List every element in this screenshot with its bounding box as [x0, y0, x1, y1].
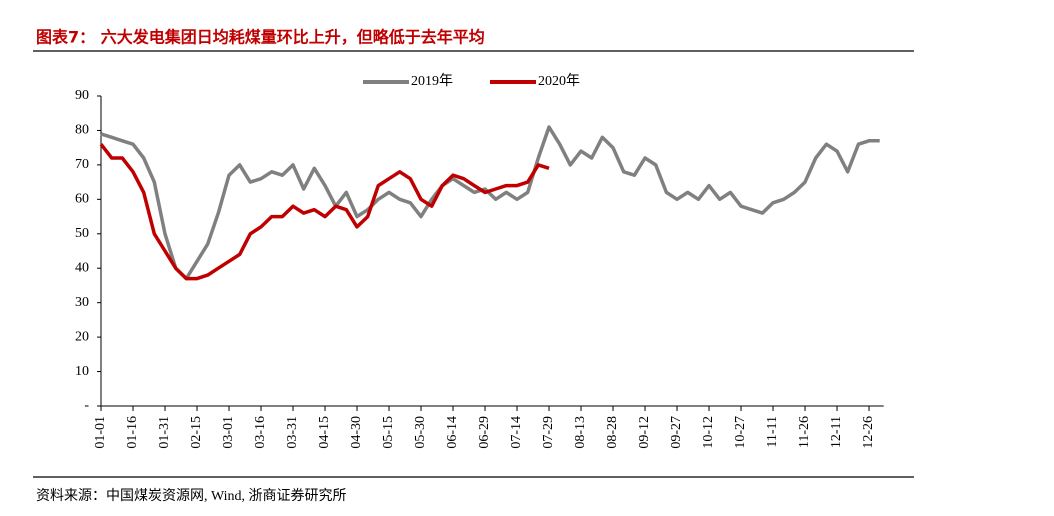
y-tick-label: 90	[75, 88, 89, 103]
x-tick-label: 10-27	[733, 416, 748, 449]
x-tick-label: 01-31	[157, 416, 172, 449]
legend-label: 2019年	[411, 73, 453, 89]
x-tick-label: 06-14	[445, 416, 460, 449]
x-tick-label: 09-27	[669, 416, 684, 449]
y-tick-label: 50	[75, 226, 89, 241]
series-line	[99, 143, 550, 281]
y-tick-label: 70	[75, 157, 89, 172]
x-tick-label: 11-26	[797, 416, 812, 448]
series-line	[100, 125, 880, 281]
x-tick-label: 08-13	[573, 416, 588, 449]
y-tick-label: -	[84, 398, 89, 413]
legend-label: 2020年	[538, 73, 580, 89]
x-tick-label: 05-15	[381, 416, 396, 449]
chart-title: 图表7： 六大发电集团日均耗煤量环比上升，但略低于去年平均	[36, 28, 485, 47]
x-tick-label: 04-15	[317, 416, 332, 449]
x-tick-label: 11-11	[765, 416, 780, 448]
x-tick-label: 01-16	[125, 416, 140, 449]
y-tick-label: 60	[75, 192, 89, 207]
x-tick-label: 12-26	[861, 416, 876, 449]
y-tick-label: 40	[75, 260, 89, 275]
y-tick-label: 20	[75, 329, 89, 344]
x-tick-label: 04-30	[349, 416, 364, 449]
x-tick-label: 03-31	[285, 416, 300, 449]
x-tick-label: 12-11	[829, 416, 844, 448]
x-tick-label: 09-12	[637, 416, 652, 449]
x-tick-label: 05-30	[413, 416, 428, 449]
x-tick-label: 07-29	[541, 416, 556, 449]
y-tick-label: 10	[75, 364, 89, 379]
x-tick-label: 01-01	[93, 416, 108, 449]
x-tick-label: 03-16	[253, 416, 268, 449]
y-tick-label: 80	[75, 123, 89, 138]
x-tick-label: 06-29	[477, 416, 492, 449]
x-tick-label: 07-14	[509, 416, 524, 449]
x-tick-label: 02-15	[189, 416, 204, 449]
x-tick-label: 10-12	[701, 416, 716, 449]
x-tick-label: 03-01	[221, 416, 236, 449]
y-tick-label: 30	[75, 295, 89, 310]
source: 资料来源：中国煤炭资源网, Wind, 浙商证券研究所	[36, 488, 347, 504]
x-tick-label: 08-28	[605, 416, 620, 449]
